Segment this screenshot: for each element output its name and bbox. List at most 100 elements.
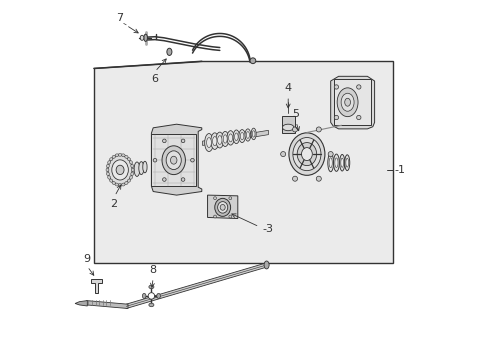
- Polygon shape: [87, 301, 128, 309]
- Ellipse shape: [297, 143, 317, 166]
- Ellipse shape: [207, 138, 211, 148]
- Ellipse shape: [229, 134, 233, 142]
- Ellipse shape: [345, 155, 350, 171]
- Ellipse shape: [118, 153, 122, 156]
- Ellipse shape: [139, 162, 144, 175]
- Ellipse shape: [214, 215, 217, 218]
- Ellipse shape: [239, 130, 245, 143]
- Ellipse shape: [229, 215, 232, 218]
- Ellipse shape: [227, 131, 234, 145]
- Polygon shape: [151, 134, 196, 186]
- Ellipse shape: [131, 164, 134, 168]
- Ellipse shape: [171, 156, 177, 164]
- Ellipse shape: [106, 172, 109, 176]
- Ellipse shape: [143, 161, 147, 173]
- Text: 2: 2: [110, 199, 117, 209]
- Ellipse shape: [334, 115, 339, 120]
- Ellipse shape: [301, 148, 312, 161]
- Ellipse shape: [166, 151, 181, 170]
- Ellipse shape: [112, 155, 116, 158]
- Ellipse shape: [220, 204, 225, 210]
- Text: -3: -3: [262, 224, 273, 234]
- Ellipse shape: [264, 261, 269, 269]
- Ellipse shape: [181, 139, 185, 143]
- Text: 5: 5: [293, 109, 299, 119]
- Ellipse shape: [134, 162, 140, 176]
- Polygon shape: [75, 301, 87, 306]
- Ellipse shape: [282, 124, 294, 131]
- Ellipse shape: [357, 115, 361, 120]
- Ellipse shape: [246, 132, 249, 138]
- Ellipse shape: [293, 176, 297, 181]
- Ellipse shape: [149, 303, 154, 307]
- Ellipse shape: [115, 154, 119, 157]
- Ellipse shape: [215, 198, 231, 216]
- Ellipse shape: [131, 168, 134, 172]
- Polygon shape: [202, 130, 269, 145]
- Ellipse shape: [233, 130, 240, 144]
- Ellipse shape: [223, 135, 227, 143]
- Text: 4: 4: [285, 83, 292, 93]
- Polygon shape: [91, 279, 102, 293]
- Text: 6: 6: [151, 74, 158, 84]
- Ellipse shape: [235, 133, 238, 140]
- Ellipse shape: [252, 131, 255, 137]
- Ellipse shape: [245, 129, 251, 141]
- Ellipse shape: [181, 178, 185, 181]
- Ellipse shape: [106, 168, 109, 172]
- Ellipse shape: [112, 181, 116, 185]
- Ellipse shape: [148, 293, 155, 299]
- Ellipse shape: [340, 154, 345, 171]
- Ellipse shape: [116, 165, 124, 175]
- Ellipse shape: [345, 98, 350, 106]
- Ellipse shape: [334, 154, 339, 171]
- Ellipse shape: [149, 285, 154, 289]
- Text: -1: -1: [395, 165, 406, 175]
- Ellipse shape: [191, 158, 194, 162]
- Ellipse shape: [167, 48, 172, 55]
- Text: 8: 8: [149, 265, 157, 275]
- Ellipse shape: [251, 128, 256, 140]
- Ellipse shape: [110, 158, 113, 161]
- Ellipse shape: [328, 152, 333, 157]
- Ellipse shape: [162, 146, 185, 175]
- Ellipse shape: [157, 293, 160, 298]
- Polygon shape: [334, 79, 371, 125]
- Text: 9: 9: [83, 253, 90, 264]
- Ellipse shape: [140, 35, 144, 40]
- Ellipse shape: [118, 184, 122, 186]
- Ellipse shape: [122, 183, 125, 186]
- Text: 7: 7: [117, 13, 123, 23]
- Ellipse shape: [143, 293, 146, 298]
- Ellipse shape: [250, 58, 256, 64]
- Ellipse shape: [316, 176, 321, 181]
- Bar: [282, 116, 294, 133]
- Ellipse shape: [205, 134, 213, 152]
- Ellipse shape: [337, 88, 358, 117]
- Ellipse shape: [221, 131, 229, 147]
- Ellipse shape: [144, 34, 147, 41]
- Ellipse shape: [153, 158, 157, 162]
- Polygon shape: [94, 61, 392, 263]
- Ellipse shape: [357, 85, 361, 89]
- Polygon shape: [331, 76, 374, 129]
- Polygon shape: [126, 263, 267, 309]
- Ellipse shape: [108, 155, 132, 185]
- Ellipse shape: [328, 154, 334, 172]
- Ellipse shape: [214, 197, 217, 200]
- Ellipse shape: [129, 161, 132, 164]
- Ellipse shape: [329, 158, 332, 168]
- Ellipse shape: [108, 176, 111, 179]
- Ellipse shape: [218, 202, 228, 213]
- Ellipse shape: [293, 127, 297, 132]
- Ellipse shape: [216, 132, 224, 148]
- Polygon shape: [151, 124, 202, 195]
- Ellipse shape: [124, 181, 128, 185]
- Ellipse shape: [106, 164, 109, 168]
- Ellipse shape: [213, 136, 217, 146]
- Ellipse shape: [293, 138, 321, 171]
- Ellipse shape: [115, 183, 119, 186]
- Ellipse shape: [124, 155, 128, 158]
- Ellipse shape: [289, 133, 325, 175]
- Ellipse shape: [112, 160, 128, 180]
